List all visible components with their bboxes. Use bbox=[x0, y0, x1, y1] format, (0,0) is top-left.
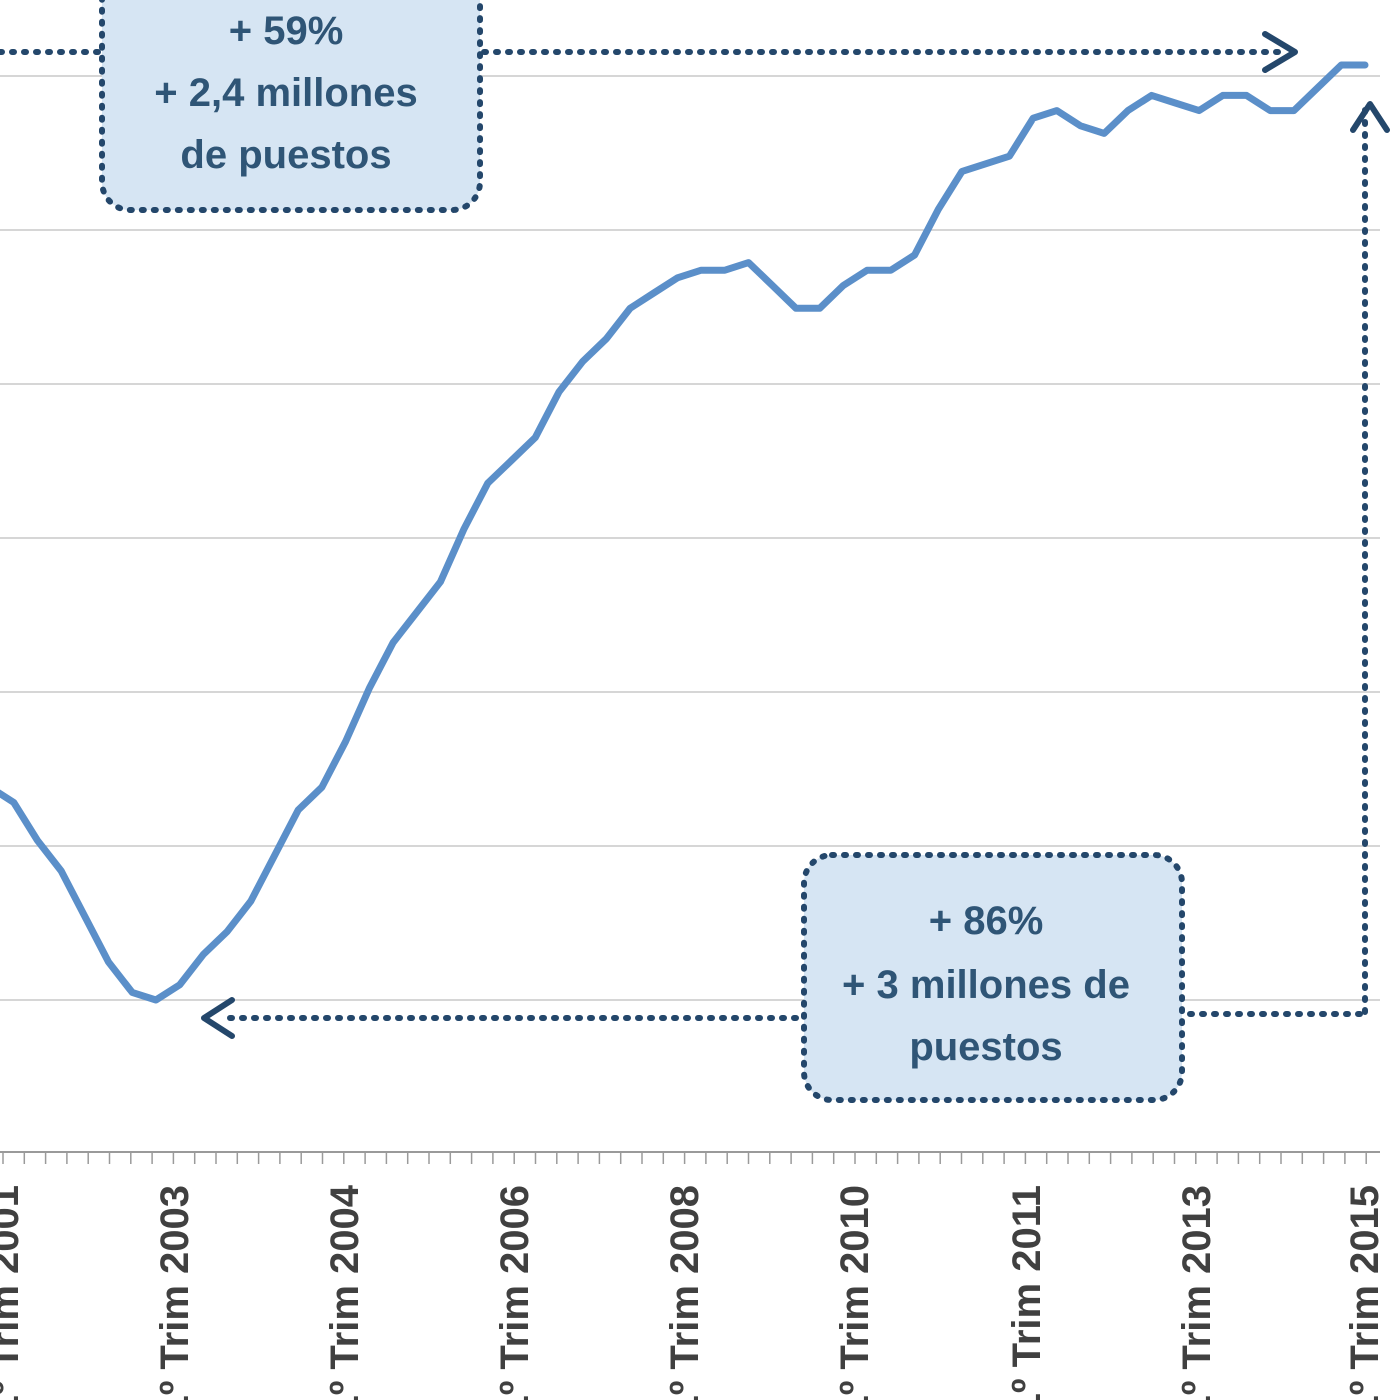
x-tick-label: 1º Trim 2013 bbox=[1175, 1185, 1219, 1400]
annotations-layer: + 59% + 2,4 millones de puestos + 86% + 3 mi… bbox=[0, 0, 1390, 1103]
x-tick-label: 1º Trim 2001 bbox=[0, 1185, 27, 1400]
series-layer bbox=[0, 61, 1369, 1004]
x-tick-label: 1º Trim 2010 bbox=[833, 1185, 877, 1400]
annotation-bottom-text-line-3: puestos bbox=[909, 1025, 1062, 1069]
bottom-arrow-head bbox=[201, 997, 235, 1039]
x-tick-label: 1º Trim 2011 bbox=[1005, 1185, 1049, 1400]
x-tick-label: 1º Trim 2003 bbox=[153, 1185, 197, 1400]
x-tick-label: 1º Trim 2008 bbox=[663, 1185, 707, 1400]
x-tick-label: 1º Trim 2004 bbox=[323, 1184, 367, 1400]
right-arrow-head bbox=[1350, 101, 1390, 133]
top-arrow-head bbox=[1262, 31, 1298, 73]
annotation-bottom-text-line-1: + 86% bbox=[929, 899, 1044, 943]
annotation-top-text-line-1: + 59% bbox=[229, 9, 344, 53]
x-tick-label: 1º Trim 2015 bbox=[1343, 1185, 1387, 1400]
x-axis: 1º Trim 2001 1º Trim 2003 1º Trim 2004 1º T… bbox=[0, 1151, 1387, 1400]
annotation-top-text-line-2: + 2,4 millones bbox=[154, 71, 417, 115]
series-line-empleo bbox=[0, 61, 1369, 1004]
x-tick-label: 1º Trim 2006 bbox=[493, 1185, 537, 1400]
annotation-box-top bbox=[99, 0, 483, 213]
annotation-top-text-line-3: de puestos bbox=[180, 133, 391, 177]
annotation-box-bottom bbox=[801, 852, 1185, 1103]
annotation-bottom-text-line-2: + 3 millones de bbox=[842, 963, 1130, 1007]
gridlines bbox=[0, 75, 1380, 1001]
